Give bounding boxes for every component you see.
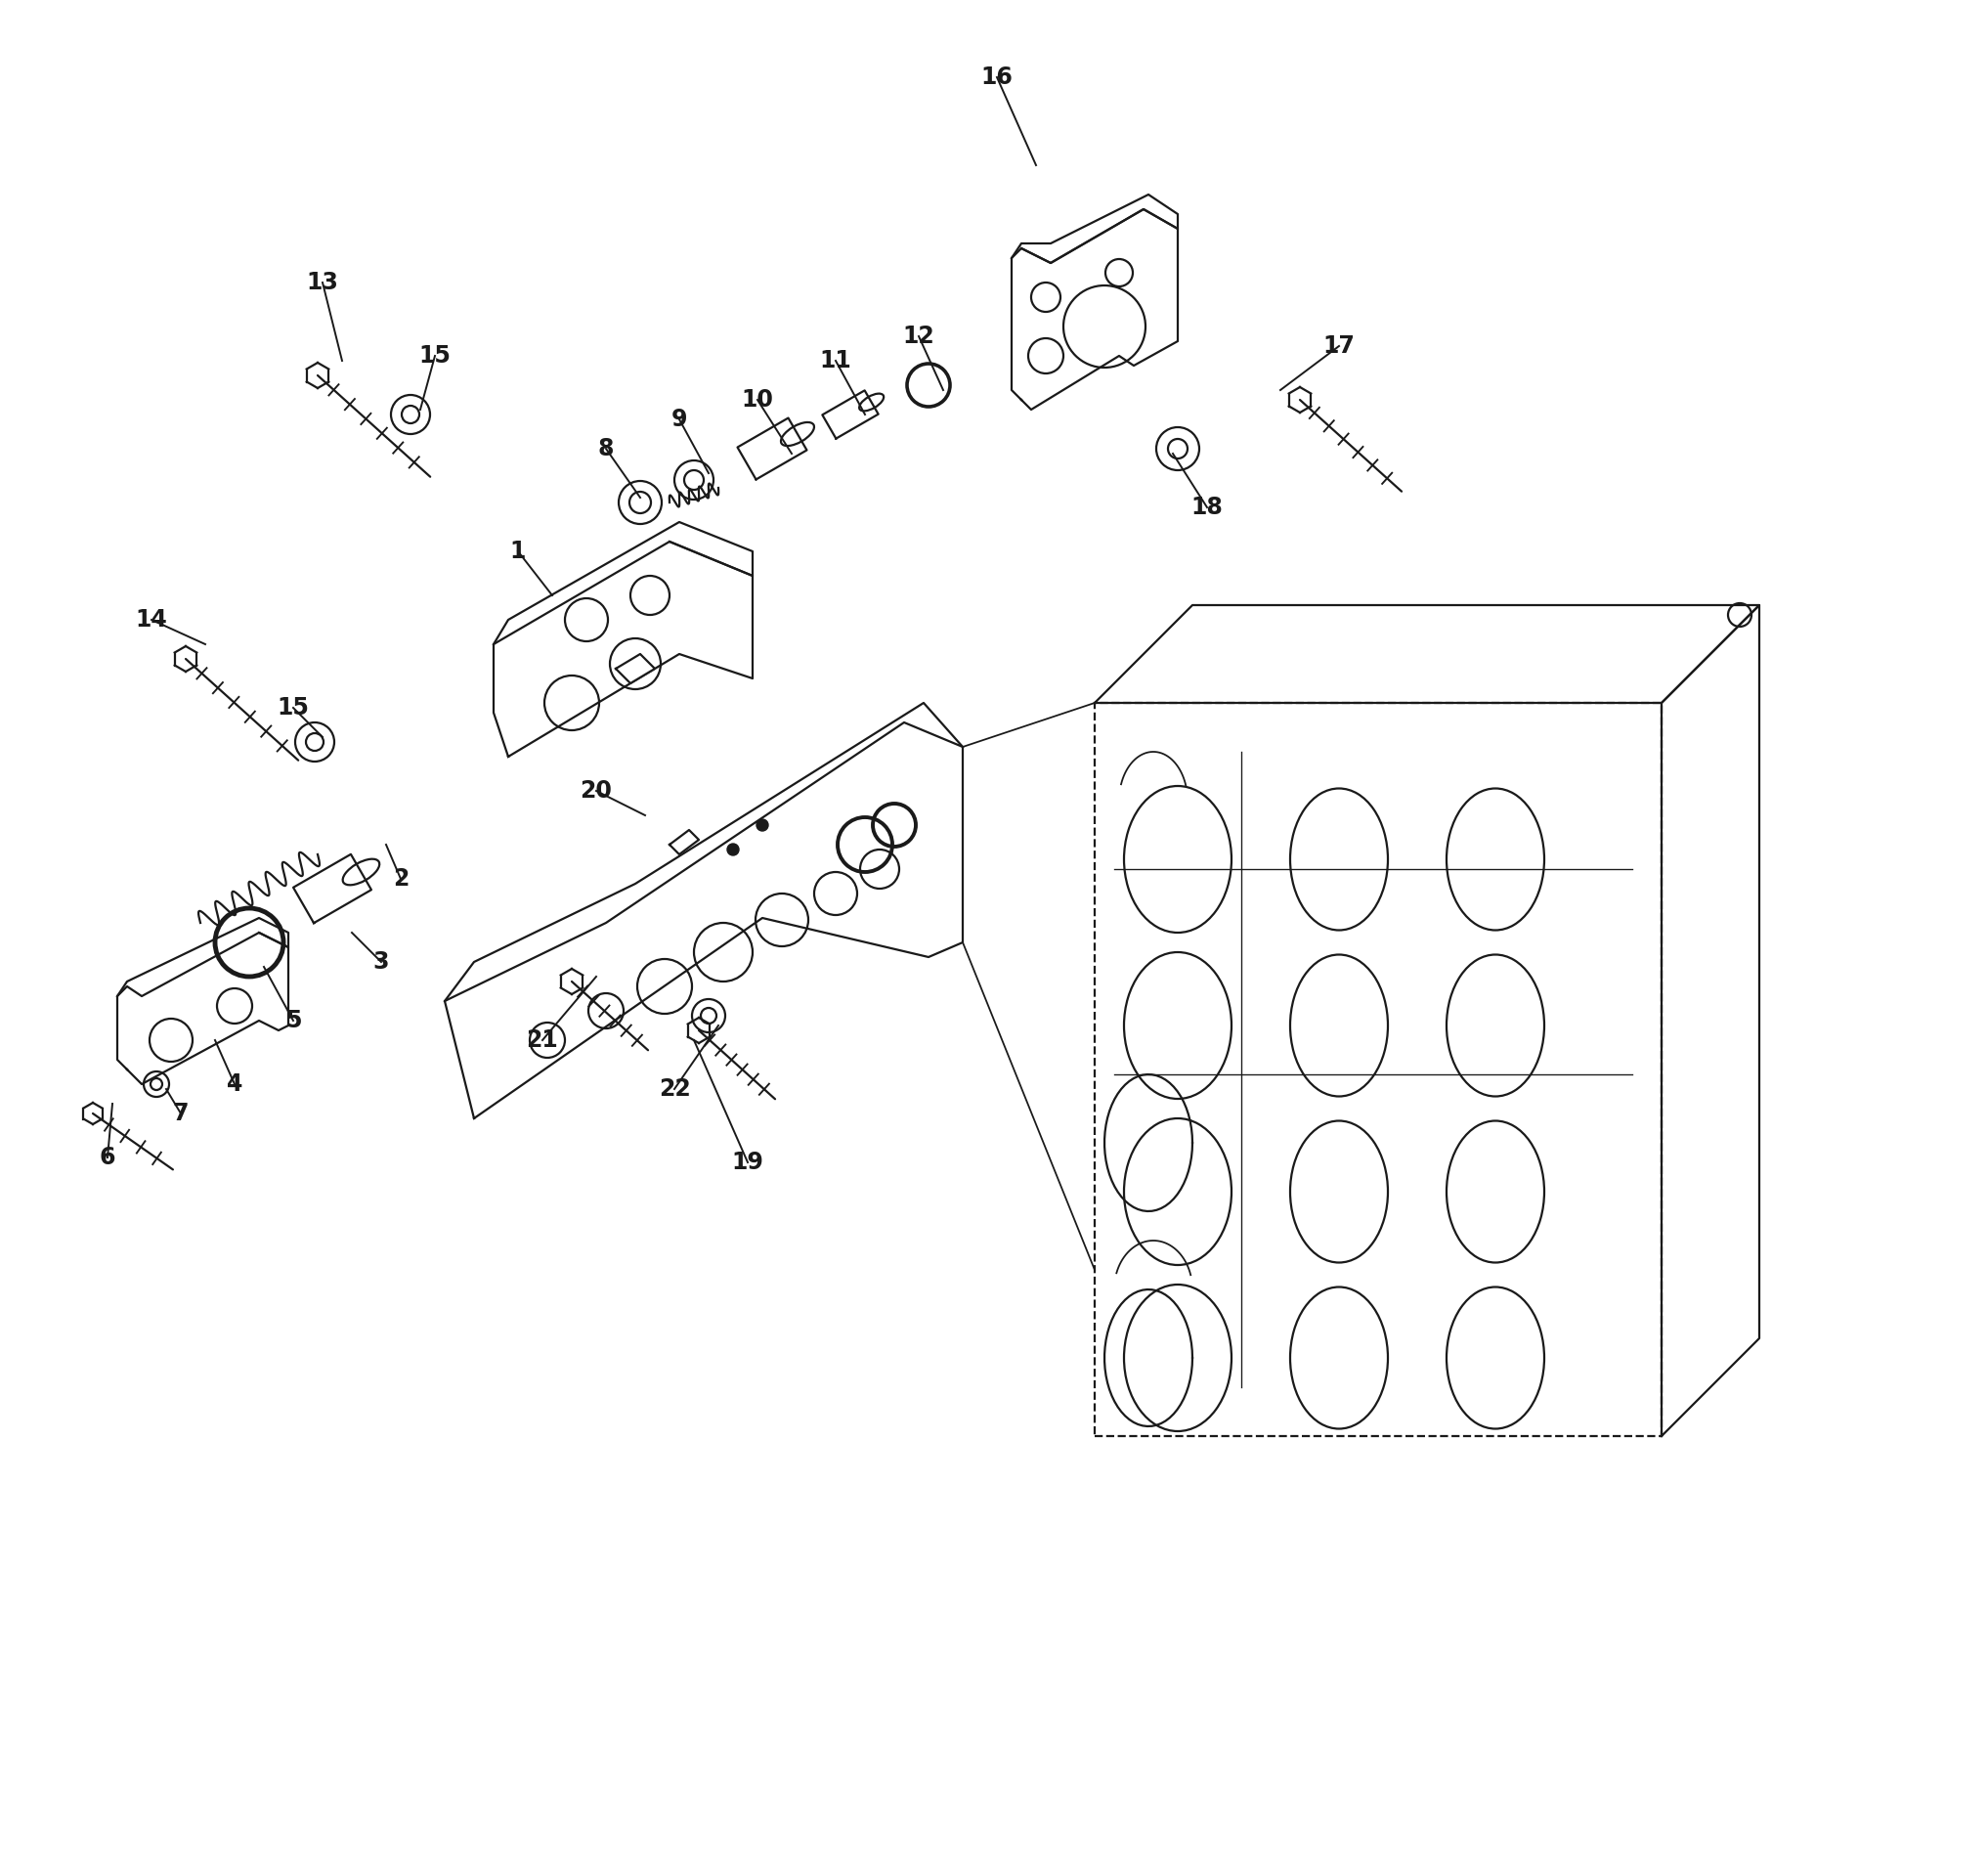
- Polygon shape: [1662, 606, 1759, 1437]
- Text: 12: 12: [903, 325, 934, 349]
- Text: 10: 10: [742, 388, 773, 411]
- Circle shape: [728, 844, 740, 855]
- Text: 18: 18: [1191, 495, 1223, 520]
- Text: 9: 9: [672, 407, 688, 431]
- Polygon shape: [1012, 210, 1177, 409]
- Polygon shape: [616, 655, 654, 683]
- Text: 20: 20: [580, 779, 612, 803]
- Polygon shape: [117, 917, 288, 996]
- Polygon shape: [823, 390, 879, 439]
- Polygon shape: [445, 704, 962, 1002]
- Text: 7: 7: [173, 1101, 189, 1126]
- Text: 21: 21: [527, 1028, 559, 1052]
- Polygon shape: [1095, 606, 1759, 704]
- Text: 13: 13: [306, 270, 338, 295]
- Text: 6: 6: [99, 1146, 115, 1169]
- Polygon shape: [1095, 704, 1662, 1437]
- Polygon shape: [117, 932, 288, 1084]
- Text: 5: 5: [284, 1009, 302, 1032]
- Text: 15: 15: [276, 696, 310, 720]
- Text: 2: 2: [394, 867, 410, 891]
- Polygon shape: [445, 722, 962, 1118]
- Text: 15: 15: [419, 343, 451, 368]
- Polygon shape: [738, 418, 807, 480]
- Text: 8: 8: [598, 437, 614, 460]
- Text: 16: 16: [980, 66, 1014, 88]
- Text: 19: 19: [732, 1150, 763, 1174]
- Text: 1: 1: [511, 540, 527, 563]
- Polygon shape: [294, 854, 372, 923]
- Polygon shape: [493, 542, 753, 756]
- Polygon shape: [493, 522, 753, 643]
- Text: 11: 11: [819, 349, 851, 373]
- Text: 17: 17: [1322, 334, 1356, 358]
- Text: 22: 22: [658, 1077, 690, 1101]
- Polygon shape: [1012, 195, 1177, 263]
- Text: 14: 14: [135, 608, 167, 632]
- Polygon shape: [670, 829, 700, 854]
- Text: 4: 4: [227, 1073, 243, 1096]
- Text: 3: 3: [374, 951, 390, 974]
- Circle shape: [757, 820, 767, 831]
